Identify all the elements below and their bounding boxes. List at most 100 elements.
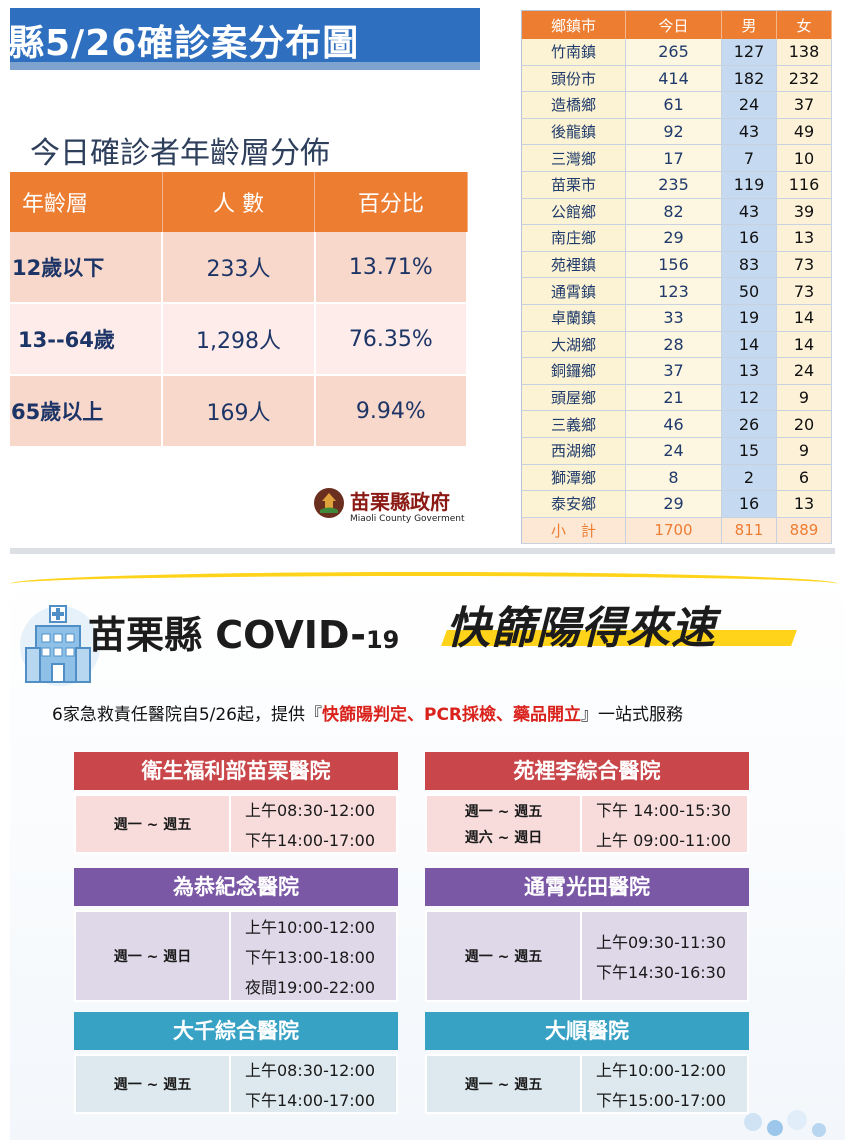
male-count-cell: 7: [721, 144, 777, 172]
age-group-cell: 65歲以上: [10, 375, 164, 448]
township-name-cell: 三灣鄉: [521, 144, 626, 172]
column-header: 百分比: [314, 172, 468, 232]
hospital-schedule: 週一 ~ 週日 上午10:00-12:00 下午13:00-18:00 夜間19…: [74, 910, 398, 1002]
female-count-cell: 13: [776, 490, 832, 518]
service-days-text: 週一 ~ 週五: [464, 949, 543, 965]
today-count-cell: 17: [625, 144, 722, 172]
column-header: 人 數: [162, 172, 316, 232]
table-row: 苗栗市 235 119 116: [521, 171, 832, 199]
service-days-text: 週一 ~ 週五: [464, 804, 543, 820]
table-row: 12歲以下 233人 13.71%: [10, 232, 469, 304]
hospital-card: 衛生福利部苗栗醫院 週一 ~ 週五 上午08:30-12:00 下午14:00-…: [74, 752, 398, 854]
table-row: 後龍鎮 92 43 49: [521, 118, 832, 146]
service-hours-text: 下午14:00-17:00: [245, 831, 375, 850]
table-row: 西湖鄉 24 15 9: [521, 437, 832, 465]
count-cell: 233人: [162, 232, 316, 304]
table-row: 大湖鄉 28 14 14: [521, 331, 832, 359]
column-header: 男: [721, 10, 777, 39]
today-count-cell: 29: [625, 490, 722, 518]
female-count-cell: 24: [776, 357, 832, 385]
service-days: 週一 ~ 週五 週六 ~ 週日: [427, 796, 582, 852]
township-name-cell: 卓蘭鎮: [521, 304, 626, 332]
township-name-cell: 苑裡鎮: [521, 251, 626, 279]
male-count-cell: 127: [721, 39, 777, 66]
table-row: 65歲以上 169人 9.94%: [10, 375, 469, 448]
male-count-cell: 14: [721, 331, 777, 359]
male-count-cell: 43: [721, 198, 777, 226]
column-header: 今日: [625, 10, 722, 39]
total-value-cell: 1700: [625, 517, 722, 545]
service-days-text: 週一 ~ 週五: [113, 817, 192, 833]
service-hours-text: 下午 14:00-15:30: [596, 801, 732, 820]
title-banner: 縣5/26確診案分布圖: [10, 8, 480, 70]
age-section-subtitle: 今日確診者年齡層分佈: [30, 136, 330, 171]
male-count-cell: 19: [721, 304, 777, 332]
table-row: 銅鑼鄉 37 13 24: [521, 357, 832, 385]
female-count-cell: 37: [776, 91, 832, 119]
today-count-cell: 24: [625, 437, 722, 465]
county-government-logo: 苗栗縣政府 Miaoli County Goverment: [314, 488, 484, 530]
male-count-cell: 13: [721, 357, 777, 385]
service-hours-text: 上午10:00-12:00: [596, 1061, 726, 1080]
table-row: 13--64歲 1,298人 76.35%: [10, 303, 469, 376]
hospital-schedule: 週一 ~ 週五 上午08:30-12:00 下午14:00-17:00: [74, 1054, 398, 1114]
male-count-cell: 50: [721, 277, 777, 305]
male-count-cell: 16: [721, 490, 777, 518]
township-name-cell: 銅鑼鄉: [521, 357, 626, 385]
column-header: 鄉鎮市: [521, 10, 626, 39]
table-row: 通霄鎮 123 50 73: [521, 277, 832, 305]
female-count-cell: 39: [776, 198, 832, 226]
female-count-cell: 20: [776, 410, 832, 438]
hospital-name: 大千綜合醫院: [74, 1012, 398, 1050]
intro-suffix: 』一站式服務: [581, 705, 684, 725]
township-name-cell: 後龍鎮: [521, 118, 626, 146]
township-name-cell: 頭份市: [521, 65, 626, 93]
service-days-text: 週一 ~ 週日: [113, 949, 192, 965]
township-name-cell: 通霄鎮: [521, 277, 626, 305]
column-header: 年齡層: [10, 172, 163, 232]
township-name-cell: 頭屋鄉: [521, 384, 626, 412]
service-hours-text: 夜間19:00-22:00: [245, 978, 375, 997]
today-count-cell: 33: [625, 304, 722, 332]
service-hours-text: 上午10:00-12:00: [245, 918, 375, 937]
township-name-cell: 南庄鄉: [521, 224, 626, 252]
hospital-name: 苑裡李綜合醫院: [425, 752, 749, 790]
table-row: 卓蘭鎮 33 19 14: [521, 304, 832, 332]
male-count-cell: 43: [721, 118, 777, 146]
table-row: 三義鄉 46 26 20: [521, 410, 832, 438]
table-row: 公館鄉 82 43 39: [521, 198, 832, 226]
table-row: 三灣鄉 17 7 10: [521, 144, 832, 172]
percent-cell: 13.71%: [314, 232, 469, 304]
male-count-cell: 83: [721, 251, 777, 279]
decorative-arc: [10, 572, 838, 584]
today-count-cell: 265: [625, 39, 722, 66]
poster-title: 苗栗縣 COVID-19: [88, 604, 399, 659]
today-count-cell: 61: [625, 91, 722, 119]
hospital-card: 大順醫院 週一 ~ 週五 上午10:00-12:00 下午15:00-17:00: [425, 1012, 749, 1114]
percent-cell: 76.35%: [314, 303, 469, 376]
service-hours: 下午 14:00-15:30 上午 09:00-11:00: [582, 796, 747, 852]
today-count-cell: 28: [625, 331, 722, 359]
service-hours: 上午10:00-12:00 下午13:00-18:00 夜間19:00-22:0…: [231, 912, 396, 1000]
today-count-cell: 123: [625, 277, 722, 305]
female-count-cell: 9: [776, 384, 832, 412]
township-name-cell: 公館鄉: [521, 198, 626, 226]
hospital-name: 通霄光田醫院: [425, 868, 749, 906]
today-count-cell: 37: [625, 357, 722, 385]
slogan-text: 快篩陽得來速: [446, 603, 716, 654]
hospital-schedule: 週一 ~ 週五 上午08:30-12:00 下午14:00-17:00: [74, 794, 398, 854]
service-days-text: 週六 ~ 週日: [464, 830, 543, 846]
service-hours-text: 上午 09:00-11:00: [596, 831, 732, 850]
township-name-cell: 西湖鄉: [521, 437, 626, 465]
poster-title-number: 19: [365, 626, 400, 654]
decorative-dots-icon: [735, 1100, 835, 1140]
town-table-header-row: 鄉鎮市 今日 男 女: [521, 10, 832, 39]
hospital-building-icon: [16, 596, 112, 692]
age-table-header-row: 年齡層 人 數 百分比: [10, 172, 468, 232]
township-name-cell: 竹南鎮: [521, 39, 626, 66]
total-value-cell: 889: [776, 517, 832, 545]
today-count-cell: 46: [625, 410, 722, 438]
female-count-cell: 73: [776, 277, 832, 305]
service-hours-text: 上午08:30-12:00: [245, 1061, 375, 1080]
female-count-cell: 10: [776, 144, 832, 172]
